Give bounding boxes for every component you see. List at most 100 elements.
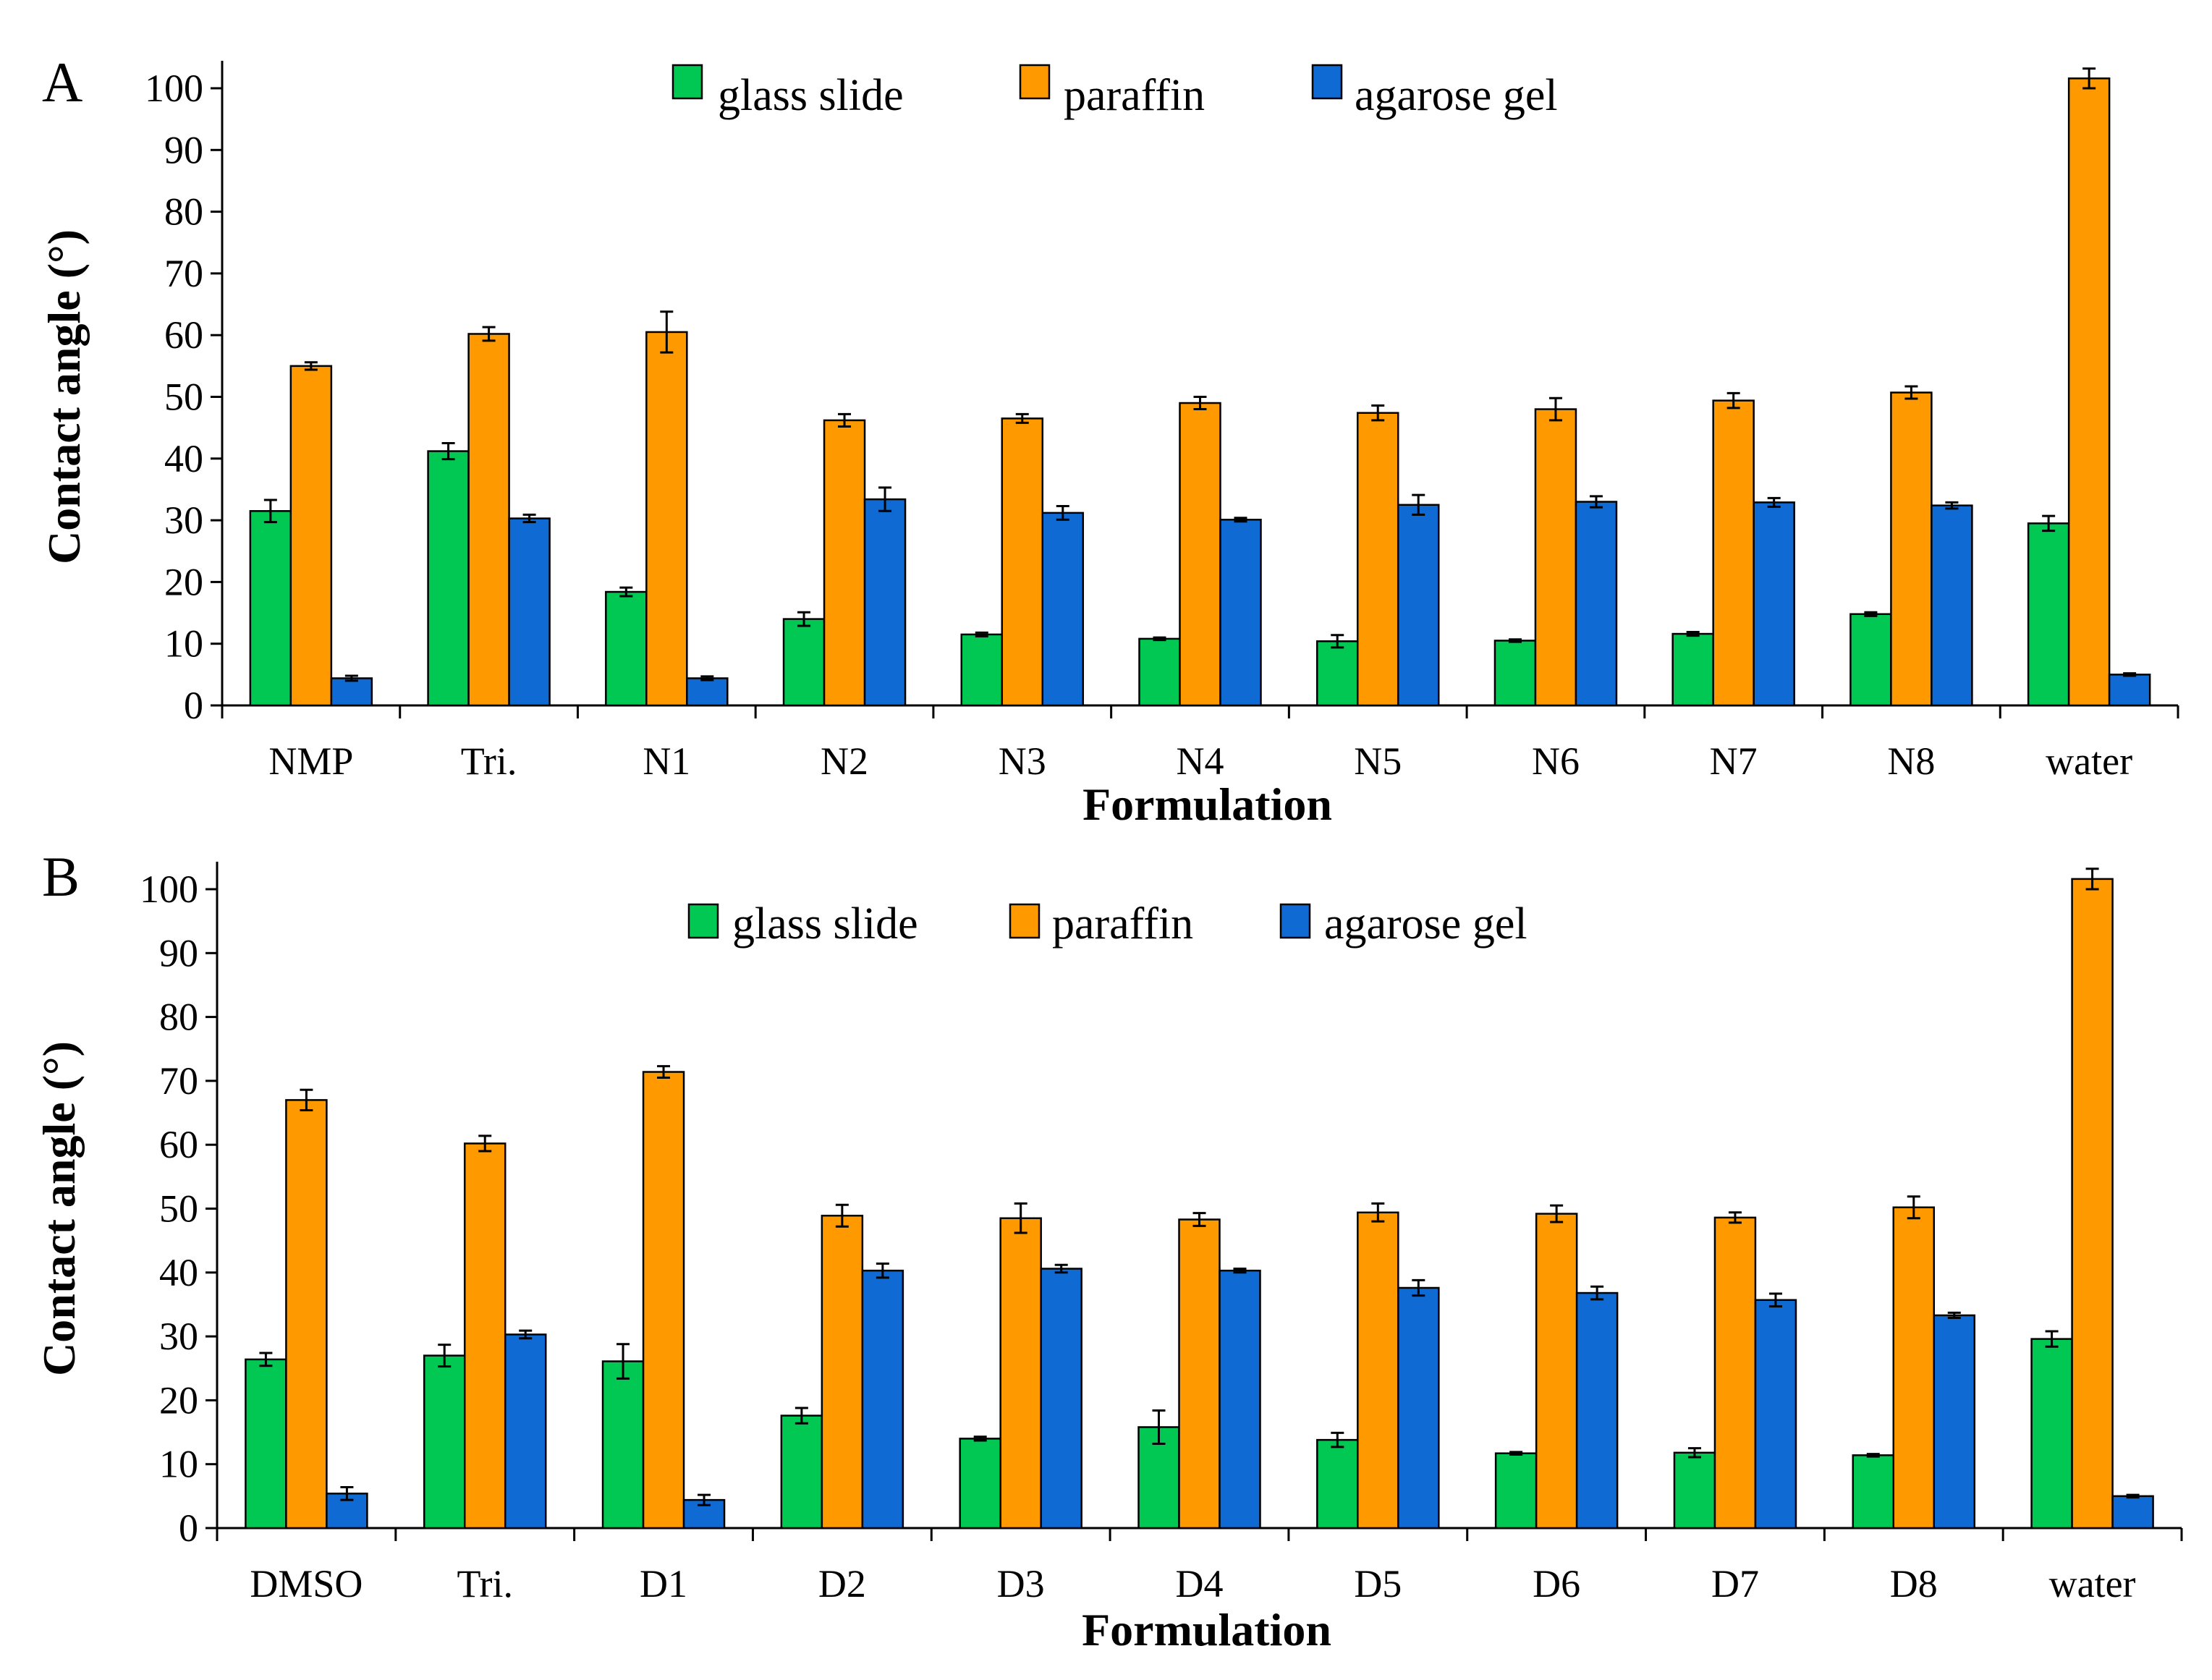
- legend-swatch: [1279, 903, 1311, 939]
- bar: [1852, 1454, 1895, 1530]
- x-tick-label: D8: [1890, 1562, 1938, 1605]
- x-tick-label: D4: [1176, 1562, 1224, 1605]
- y-tick-label: 50: [159, 1187, 198, 1231]
- bar: [1753, 501, 1795, 707]
- bar: [2108, 674, 2151, 707]
- y-tick-label: 90: [159, 931, 198, 975]
- x-tick-label: N3: [999, 739, 1046, 783]
- y-tick-label: 80: [164, 190, 203, 234]
- y-tick-label: 0: [179, 1506, 198, 1550]
- y-tick-label: 20: [159, 1378, 198, 1422]
- x-tick-label: N7: [1710, 739, 1758, 783]
- bar: [1754, 1299, 1797, 1530]
- y-tick-label: 70: [159, 1059, 198, 1103]
- bar: [1890, 391, 1933, 707]
- bar: [2027, 522, 2070, 707]
- legend-label: glass slide: [732, 899, 918, 949]
- bar: [1892, 1206, 1936, 1530]
- bar: [1356, 412, 1399, 707]
- x-tick-label: water: [2046, 739, 2132, 783]
- x-tick-label: DMSO: [250, 1562, 363, 1605]
- bar: [245, 1358, 287, 1530]
- bar: [427, 450, 470, 707]
- bar: [1357, 1211, 1399, 1530]
- bar: [2067, 77, 2111, 707]
- bar: [959, 1438, 1001, 1530]
- bar: [1849, 613, 1892, 707]
- bar: [1397, 504, 1440, 707]
- bar: [1575, 501, 1618, 707]
- legend-swatch: [1009, 903, 1041, 939]
- bar: [1713, 1216, 1757, 1530]
- x-tick-label: Tri.: [461, 739, 517, 783]
- bar: [1315, 640, 1359, 707]
- x-tick-label: N6: [1532, 739, 1580, 783]
- y-tick-label: 50: [164, 376, 203, 419]
- bar: [1534, 408, 1577, 707]
- bar: [1001, 417, 1044, 707]
- x-tick-label: N1: [643, 739, 690, 783]
- y-tick-label: 10: [159, 1443, 198, 1486]
- panel-a-chart: A 0 10 20 30 40 50 60 70 80 90 100 Contact angle (°)…: [38, 51, 2179, 830]
- legend-label: agarose gel: [1324, 899, 1527, 949]
- legend-label: agarose gel: [1355, 71, 1558, 120]
- bar: [1671, 632, 1714, 707]
- legend-swatch: [671, 64, 703, 100]
- bar: [289, 365, 333, 707]
- bar: [1673, 1451, 1716, 1530]
- x-axis-title: Formulation: [1082, 779, 1332, 830]
- legend-label: glass slide: [718, 71, 904, 120]
- y-tick-label: 40: [164, 437, 203, 480]
- panel-letter: B: [42, 845, 80, 908]
- bar: [645, 331, 688, 707]
- y-tick-label: 30: [164, 499, 203, 542]
- y-tick-label: 40: [159, 1251, 198, 1294]
- legend-label: paraffin: [1052, 899, 1193, 949]
- panel-letter: A: [42, 51, 82, 114]
- bar: [1931, 504, 1973, 707]
- bar: [861, 1269, 904, 1530]
- x-tick-label: Tri.: [457, 1562, 513, 1605]
- bar: [1493, 640, 1537, 707]
- bar: [821, 1214, 864, 1530]
- legend-label: paraffin: [1064, 71, 1205, 120]
- x-tick-label: water: [2049, 1562, 2136, 1605]
- bar: [642, 1071, 685, 1530]
- bar: [249, 510, 292, 707]
- bar: [1494, 1452, 1538, 1530]
- bar: [605, 590, 648, 707]
- bar: [2030, 1338, 2073, 1530]
- bar: [1219, 1269, 1261, 1530]
- y-tick-label: 100: [145, 67, 203, 110]
- bar: [1712, 399, 1755, 707]
- y-tick-label: 90: [164, 128, 203, 171]
- bar: [2111, 1495, 2154, 1530]
- bar: [463, 1142, 507, 1530]
- bar: [782, 618, 826, 707]
- y-tick-label: 0: [184, 684, 203, 727]
- bar: [285, 1099, 328, 1530]
- bar: [960, 633, 1004, 707]
- y-tick-label: 70: [164, 252, 203, 295]
- x-tick-label: D7: [1711, 1562, 1759, 1605]
- y-tick-label: 80: [159, 996, 198, 1039]
- x-tick-label: D2: [818, 1562, 866, 1605]
- y-tick-label: 100: [140, 867, 198, 911]
- bar: [504, 1333, 547, 1530]
- bar: [1219, 518, 1262, 707]
- panel-b-chart: B 0 10 20 30 40 50 60 70 80 90 100 Contact angle (°)…: [33, 845, 2183, 1655]
- x-tick-label: D6: [1533, 1562, 1580, 1605]
- y-tick-label: 20: [164, 560, 203, 603]
- bar: [1933, 1314, 1976, 1530]
- bar: [467, 333, 510, 707]
- bar: [330, 677, 373, 707]
- legend-swatch: [1311, 64, 1343, 100]
- bar: [780, 1414, 823, 1530]
- bar: [1535, 1213, 1578, 1530]
- bar: [1041, 512, 1085, 707]
- y-tick-label: 10: [164, 622, 203, 666]
- legend-swatch: [687, 903, 719, 939]
- bar: [1575, 1291, 1619, 1530]
- x-tick-label: D3: [997, 1562, 1045, 1605]
